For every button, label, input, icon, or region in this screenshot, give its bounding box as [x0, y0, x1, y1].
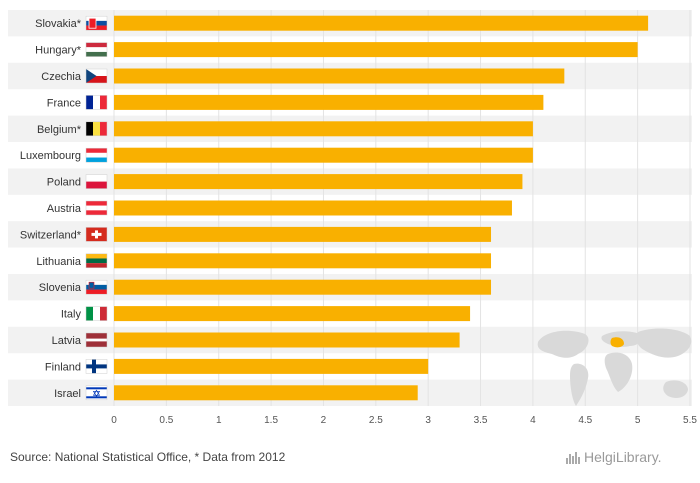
category-label: Slovenia: [39, 282, 82, 294]
world-map-icon: [537, 328, 692, 406]
x-tick-label: 1: [216, 415, 222, 426]
category-label: Latvia: [52, 335, 82, 347]
x-tick-label: 5.5: [683, 415, 697, 426]
category-label: Switzerland*: [20, 229, 82, 241]
source-note: Source: National Statistical Office, * D…: [10, 450, 286, 464]
bar: [114, 358, 429, 374]
x-tick-label: 2.5: [369, 415, 383, 426]
category-label: Lithuania: [36, 256, 82, 268]
x-tick-label: 4: [530, 415, 536, 426]
luxembourg-flag-icon: [85, 147, 108, 163]
category-label: Czechia: [41, 71, 82, 83]
map-landmass: [636, 328, 692, 358]
belgium-flag-icon: [85, 121, 108, 137]
map-highlight-europe: [610, 337, 624, 348]
bar: [114, 42, 638, 58]
x-tick-label: 3: [425, 415, 431, 426]
x-tick-label: 5: [635, 415, 641, 426]
category-label: France: [47, 97, 81, 109]
x-axis-ticks: 0 0.5 1 1.5 2 2.5 3 3.5 4 4.5 5 5.5: [111, 415, 697, 426]
hungary-flag-icon: [85, 42, 108, 57]
latvia-flag-icon: [85, 332, 108, 348]
bar: [114, 94, 544, 110]
category-label: Hungary*: [35, 45, 82, 57]
map-landmass: [570, 363, 589, 406]
category-label: Israel: [54, 388, 81, 400]
italy-flag-icon: [85, 306, 108, 321]
category-label: Finland: [45, 361, 81, 373]
bar: [114, 174, 523, 190]
finland-flag-icon: [85, 359, 108, 374]
lithuania-flag-icon: [85, 253, 108, 269]
category-label: Italy: [61, 309, 82, 321]
poland-flag-icon: [85, 174, 108, 189]
category-label: Luxembourg: [20, 150, 81, 162]
x-tick-label: 0.5: [159, 415, 173, 426]
bar: [114, 385, 418, 401]
bar: [114, 121, 533, 137]
map-landmass: [604, 352, 633, 392]
france-flag-icon: [85, 95, 108, 110]
category-label: Poland: [47, 177, 81, 189]
slovenia-flag-icon: [85, 279, 108, 295]
category-label: Slovakia*: [35, 18, 82, 30]
x-tick-label: 3.5: [474, 415, 488, 426]
bar: [114, 68, 565, 84]
map-landmass: [537, 330, 589, 358]
category-labels: Slovakia* Hungary* Czechia France Belgium* Lu…: [20, 18, 82, 400]
bar: [114, 15, 649, 31]
israel-flag-icon: [85, 385, 108, 401]
x-tick-label: 4.5: [578, 415, 592, 426]
x-tick-label: 2: [321, 415, 327, 426]
bar: [114, 279, 492, 295]
category-label: Belgium*: [37, 124, 82, 136]
bars: [114, 15, 649, 401]
flags: [85, 15, 108, 401]
x-tick-label: 1.5: [264, 415, 278, 426]
x-tick-label: 0: [111, 415, 117, 426]
category-label: Austria: [47, 203, 82, 215]
switzerland-flag-icon: [85, 227, 108, 242]
bar: [114, 253, 492, 269]
bar: [114, 200, 512, 216]
czechia-flag-icon: [85, 68, 108, 84]
bar: [114, 226, 492, 242]
bar: [114, 306, 471, 322]
bar: [114, 332, 460, 348]
bar: [114, 147, 533, 163]
austria-flag-icon: [85, 200, 108, 216]
slovakia-flag-icon: [85, 15, 108, 31]
library-icon: [566, 450, 580, 464]
brand-text: HelgiLibrary.: [584, 449, 662, 465]
map-landmass: [663, 380, 688, 398]
brand-logo: HelgiLibrary.: [566, 449, 662, 465]
